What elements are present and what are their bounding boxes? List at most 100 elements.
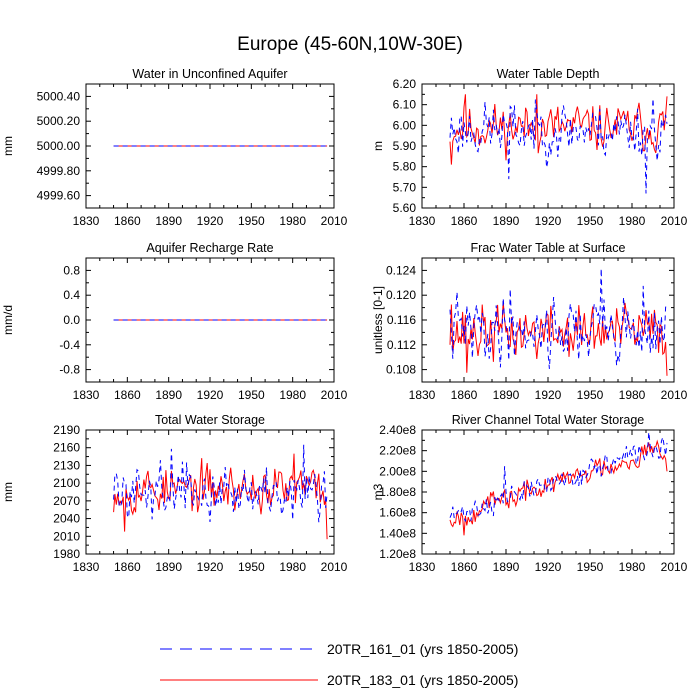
- x-tick-label: 1920: [535, 388, 562, 402]
- plot-frame: [421, 83, 675, 209]
- panel-4: Frac Water Table at Surface 1830 1860 1890 1…: [371, 241, 688, 402]
- y-tick-label: 6.00: [393, 118, 417, 132]
- x-tick-label: 1920: [197, 560, 224, 574]
- x-tick-label: 2010: [321, 560, 348, 574]
- x-tick-label: 1980: [619, 388, 646, 402]
- x-tick-label: 1890: [493, 560, 520, 574]
- y-tick-label: 2190: [53, 423, 80, 437]
- y-tick-label: 2100: [53, 476, 80, 490]
- y-tick-label: 1.20e8: [379, 547, 416, 561]
- x-tick-label: 1830: [73, 560, 100, 574]
- y-tick-label: 2.00e8: [379, 464, 416, 478]
- x-tick-label: 2010: [661, 214, 688, 228]
- y-axis-label: mm: [1, 136, 15, 156]
- x-tick-label: 1860: [451, 214, 478, 228]
- x-tick-label: 1890: [155, 388, 182, 402]
- y-tick-label: 2.40e8: [379, 423, 416, 437]
- y-tick-label: 6.20: [393, 77, 417, 91]
- panel-title: Frac Water Table at Surface: [471, 241, 626, 255]
- x-tick-label: 1950: [238, 388, 265, 402]
- x-tick-label: 1950: [577, 560, 604, 574]
- series-line-run183: [449, 439, 668, 536]
- y-tick-label: 1.60e8: [379, 506, 416, 520]
- y-tick-label: 2010: [53, 529, 80, 543]
- x-tick-label: 1890: [155, 214, 182, 228]
- y-axis-label: unitless [0-1]: [371, 286, 385, 354]
- panel-title: Total Water Storage: [155, 413, 265, 427]
- y-tick-label: 4999.80: [37, 164, 81, 178]
- y-axis-label: m: [371, 141, 385, 151]
- x-tick-label: 1950: [238, 214, 265, 228]
- x-tick-label: 1860: [451, 560, 478, 574]
- x-tick-label: 1830: [73, 388, 100, 402]
- y-tick-label: 5.80: [393, 160, 417, 174]
- y-tick-label: 6.10: [393, 98, 417, 112]
- y-tick-label: 0.124: [386, 263, 416, 277]
- x-tick-label: 2010: [661, 388, 688, 402]
- x-tick-label: 1830: [409, 214, 436, 228]
- x-tick-label: 1920: [197, 214, 224, 228]
- series-line-run183: [449, 301, 668, 376]
- x-tick-label: 1860: [451, 388, 478, 402]
- y-tick-label: -0.8: [59, 363, 80, 377]
- panel-2: Water Table Depth 1830 1860 1890 1920 1950 198…: [371, 67, 688, 228]
- y-axis-label: mm: [1, 482, 15, 502]
- y-tick-label: 0.8: [63, 263, 80, 277]
- x-tick-label: 1950: [577, 388, 604, 402]
- y-tick-label: 5000.40: [37, 89, 81, 103]
- x-tick-label: 1980: [279, 214, 306, 228]
- y-tick-label: 1.40e8: [379, 526, 416, 540]
- plot-frame: [85, 429, 335, 555]
- y-tick-label: 5.70: [393, 180, 417, 194]
- y-tick-label: 0.120: [386, 288, 416, 302]
- y-tick-label: 5.90: [393, 139, 417, 153]
- panel-3: Aquifer Recharge Rate 1830 1860 1890 1920 195…: [1, 241, 348, 402]
- panel-5: Total Water Storage 1830 1860 1890 1920 1950 1…: [1, 413, 348, 574]
- x-tick-label: 1920: [197, 388, 224, 402]
- series-line-run183: [449, 94, 668, 165]
- legend-label-run183: 20TR_183_01 (yrs 1850-2005): [327, 672, 518, 688]
- panel-title: River Channel Total Water Storage: [452, 413, 645, 427]
- y-tick-label: 0.4: [63, 288, 80, 302]
- x-tick-label: 1860: [114, 560, 141, 574]
- panel-title: Water Table Depth: [497, 67, 600, 81]
- y-tick-label: 5000.20: [37, 114, 81, 128]
- x-tick-label: 2010: [661, 560, 688, 574]
- series-line-run183: [113, 453, 328, 540]
- y-tick-label: 2.20e8: [379, 444, 416, 458]
- y-tick-label: -0.4: [59, 338, 80, 352]
- y-tick-label: 1980: [53, 547, 80, 561]
- y-tick-label: 0.116: [387, 313, 416, 327]
- y-tick-label: 0.112: [387, 338, 416, 352]
- x-tick-label: 1950: [577, 214, 604, 228]
- x-tick-label: 1980: [279, 560, 306, 574]
- series-line-run161: [113, 444, 328, 523]
- x-tick-label: 1920: [535, 214, 562, 228]
- legend: 20TR_161_01 (yrs 1850-2005) 20TR_183_01 (…: [160, 641, 518, 688]
- x-tick-label: 1830: [73, 214, 100, 228]
- x-tick-label: 1830: [409, 388, 436, 402]
- y-tick-label: 5.60: [393, 201, 417, 215]
- panel-6: River Channel Total Water Storage 1830 186…: [371, 413, 688, 574]
- plot-frame: [421, 429, 675, 555]
- y-axis-label: mm/d: [1, 305, 15, 335]
- x-tick-label: 1860: [114, 388, 141, 402]
- panel-1: Water in Unconfined Aquifer 1830 1860 1890 1…: [1, 67, 348, 228]
- x-tick-label: 1830: [409, 560, 436, 574]
- x-tick-label: 1980: [279, 388, 306, 402]
- x-tick-label: 1890: [155, 560, 182, 574]
- y-tick-label: 0.0: [63, 313, 80, 327]
- x-tick-label: 2010: [321, 388, 348, 402]
- series-line-run161: [449, 268, 668, 369]
- y-tick-label: 2040: [53, 512, 80, 526]
- x-tick-label: 1980: [619, 560, 646, 574]
- x-tick-label: 1980: [619, 214, 646, 228]
- y-tick-label: 0.108: [386, 363, 416, 377]
- series-line-run161: [449, 432, 668, 522]
- y-axis-label: m3: [371, 483, 385, 500]
- x-tick-label: 2010: [321, 214, 348, 228]
- x-tick-label: 1890: [493, 214, 520, 228]
- x-tick-label: 1950: [238, 560, 265, 574]
- panels-group: Water in Unconfined Aquifer 1830 1860 1890 1…: [1, 67, 688, 574]
